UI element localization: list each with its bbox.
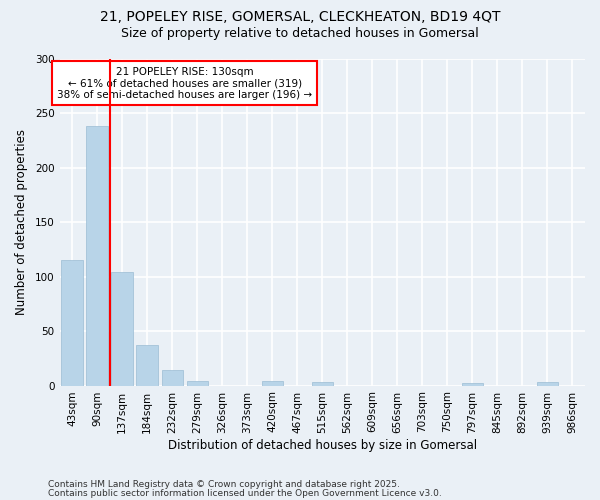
Text: Contains public sector information licensed under the Open Government Licence v3: Contains public sector information licen… bbox=[48, 488, 442, 498]
Text: Size of property relative to detached houses in Gomersal: Size of property relative to detached ho… bbox=[121, 28, 479, 40]
Bar bbox=[61, 260, 83, 386]
Y-axis label: Number of detached properties: Number of detached properties bbox=[15, 130, 28, 316]
Bar bbox=[161, 370, 183, 386]
X-axis label: Distribution of detached houses by size in Gomersal: Distribution of detached houses by size … bbox=[168, 440, 477, 452]
Bar bbox=[86, 126, 108, 386]
Bar bbox=[311, 382, 333, 386]
Text: Contains HM Land Registry data © Crown copyright and database right 2025.: Contains HM Land Registry data © Crown c… bbox=[48, 480, 400, 489]
Bar bbox=[537, 382, 558, 386]
Bar bbox=[112, 272, 133, 386]
Bar bbox=[262, 381, 283, 386]
Bar bbox=[462, 384, 483, 386]
Text: 21 POPELEY RISE: 130sqm
← 61% of detached houses are smaller (319)
38% of semi-d: 21 POPELEY RISE: 130sqm ← 61% of detache… bbox=[57, 66, 312, 100]
Text: 21, POPELEY RISE, GOMERSAL, CLECKHEATON, BD19 4QT: 21, POPELEY RISE, GOMERSAL, CLECKHEATON,… bbox=[100, 10, 500, 24]
Bar bbox=[187, 381, 208, 386]
Bar bbox=[136, 346, 158, 386]
